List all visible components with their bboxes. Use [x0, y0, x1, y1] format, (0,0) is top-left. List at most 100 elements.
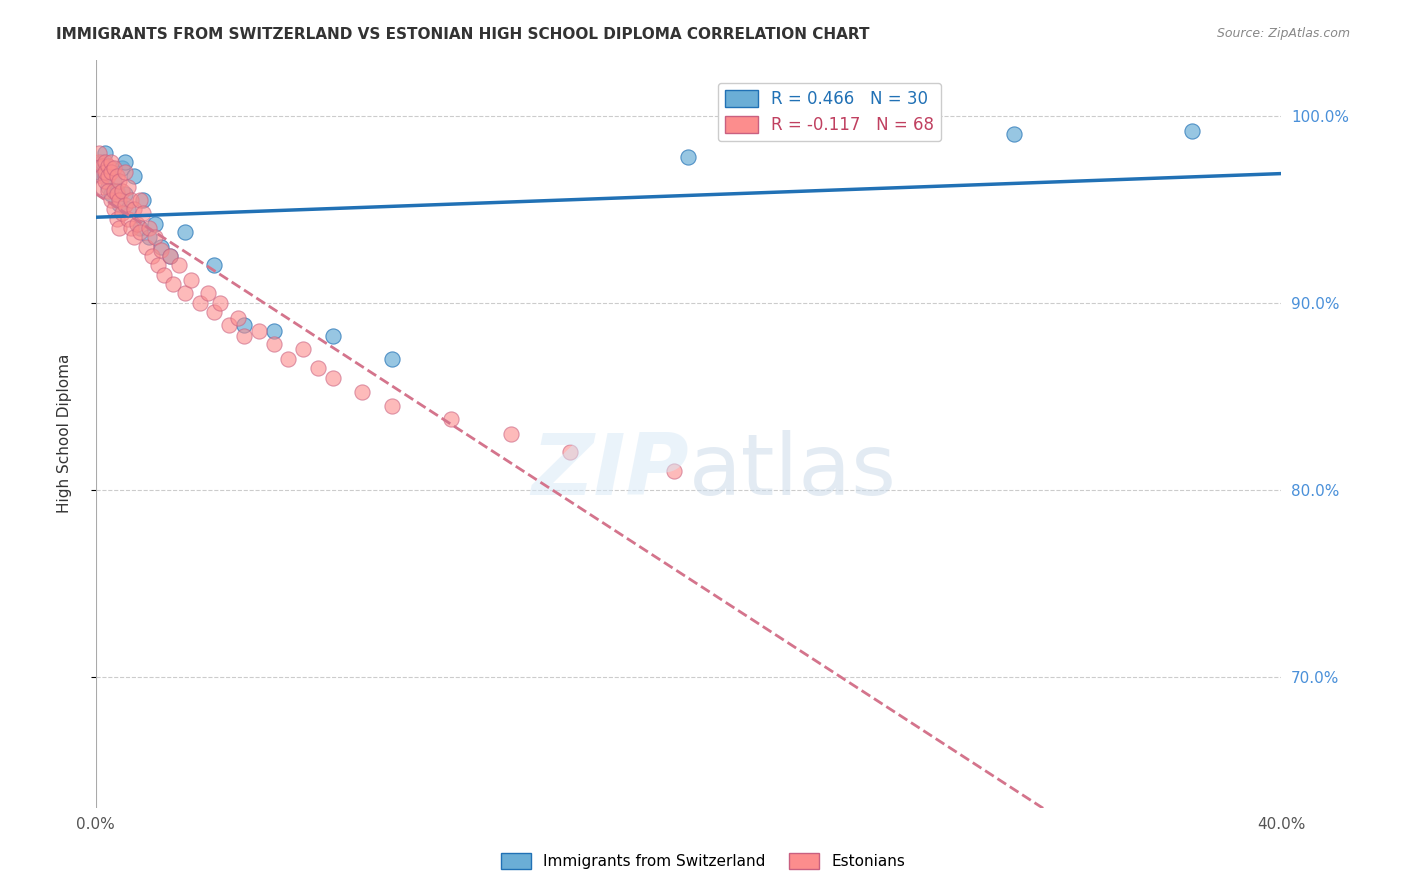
- Point: [135, 239, 157, 253]
- Point: [90, 179, 112, 194]
- Point: [103, 202, 125, 217]
- Point: [322, 329, 344, 343]
- Point: [93, 155, 115, 169]
- Point: [173, 286, 195, 301]
- Point: [100, 187, 122, 202]
- Point: [149, 244, 172, 258]
- Point: [90, 155, 112, 169]
- Legend: R = 0.466   N = 30, R = -0.117   N = 68: R = 0.466 N = 30, R = -0.117 N = 68: [718, 83, 941, 141]
- Point: [90, 159, 112, 173]
- Point: [143, 217, 166, 231]
- Point: [132, 206, 155, 220]
- Point: [1181, 123, 1204, 137]
- Point: [103, 161, 125, 175]
- Point: [100, 161, 122, 175]
- Point: [114, 155, 136, 169]
- Point: [141, 249, 163, 263]
- Point: [132, 193, 155, 207]
- Point: [153, 268, 176, 282]
- Point: [117, 179, 139, 194]
- Point: [322, 370, 344, 384]
- Point: [143, 230, 166, 244]
- Point: [124, 230, 146, 244]
- Point: [108, 221, 131, 235]
- Point: [127, 217, 149, 231]
- Point: [90, 169, 112, 183]
- Point: [233, 329, 256, 343]
- Point: [105, 211, 128, 226]
- Point: [307, 361, 329, 376]
- Text: Source: ZipAtlas.com: Source: ZipAtlas.com: [1216, 27, 1350, 40]
- Point: [114, 198, 136, 212]
- Point: [93, 169, 115, 183]
- Point: [105, 187, 128, 202]
- Point: [114, 165, 136, 179]
- Point: [93, 146, 115, 161]
- Y-axis label: High School Diploma: High School Diploma: [58, 354, 72, 513]
- Point: [381, 351, 404, 366]
- Point: [678, 150, 700, 164]
- Point: [120, 193, 142, 207]
- Point: [93, 174, 115, 188]
- Point: [114, 187, 136, 202]
- Point: [173, 225, 195, 239]
- Point: [167, 258, 190, 272]
- Point: [124, 202, 146, 217]
- Point: [159, 249, 181, 263]
- Point: [105, 184, 128, 198]
- Point: [129, 193, 152, 207]
- Point: [108, 174, 131, 188]
- Point: [124, 169, 146, 183]
- Point: [292, 343, 315, 357]
- Text: ZIP: ZIP: [531, 430, 689, 513]
- Point: [111, 161, 134, 175]
- Point: [97, 169, 120, 183]
- Point: [93, 165, 115, 179]
- Point: [247, 324, 270, 338]
- Point: [138, 221, 160, 235]
- Point: [100, 193, 122, 207]
- Point: [146, 258, 169, 272]
- Point: [662, 464, 685, 478]
- Point: [352, 385, 374, 400]
- Point: [180, 273, 202, 287]
- Point: [103, 184, 125, 198]
- Legend: Immigrants from Switzerland, Estonians: Immigrants from Switzerland, Estonians: [495, 847, 911, 875]
- Point: [87, 146, 110, 161]
- Point: [108, 196, 131, 211]
- Point: [149, 239, 172, 253]
- Point: [117, 202, 139, 217]
- Point: [97, 179, 120, 194]
- Point: [159, 249, 181, 263]
- Point: [263, 324, 285, 338]
- Point: [263, 337, 285, 351]
- Point: [202, 305, 225, 319]
- Point: [162, 277, 184, 291]
- Point: [87, 165, 110, 179]
- Point: [233, 318, 256, 333]
- Point: [129, 221, 152, 235]
- Point: [97, 184, 120, 198]
- Point: [111, 184, 134, 198]
- Point: [103, 174, 125, 188]
- Point: [381, 399, 404, 413]
- Text: atlas: atlas: [689, 430, 897, 513]
- Text: IMMIGRANTS FROM SWITZERLAND VS ESTONIAN HIGH SCHOOL DIPLOMA CORRELATION CHART: IMMIGRANTS FROM SWITZERLAND VS ESTONIAN …: [56, 27, 870, 42]
- Point: [218, 318, 240, 333]
- Point: [209, 295, 232, 310]
- Point: [499, 426, 522, 441]
- Point: [226, 310, 249, 325]
- Point: [129, 225, 152, 239]
- Point: [202, 258, 225, 272]
- Point: [138, 230, 160, 244]
- Point: [100, 155, 122, 169]
- Point: [440, 411, 463, 425]
- Point: [111, 206, 134, 220]
- Point: [108, 193, 131, 207]
- Point: [97, 159, 120, 173]
- Point: [197, 286, 219, 301]
- Point: [100, 165, 122, 179]
- Point: [87, 155, 110, 169]
- Point: [558, 445, 581, 459]
- Point: [1002, 128, 1025, 142]
